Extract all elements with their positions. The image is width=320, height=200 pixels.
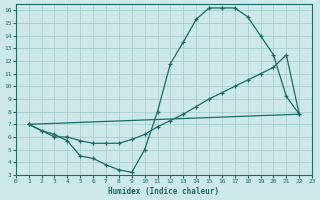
X-axis label: Humidex (Indice chaleur): Humidex (Indice chaleur): [108, 187, 220, 196]
